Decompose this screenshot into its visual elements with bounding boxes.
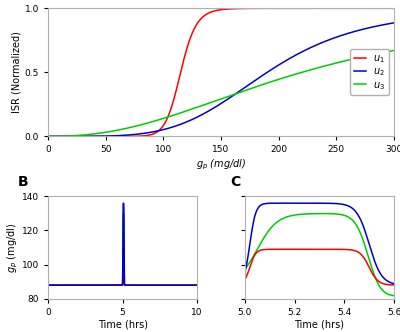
$u_2$ — [63, 134, 68, 138]
$u_2$ — [318, 41, 323, 45]
Line: $u_3$: $u_3$ — [48, 50, 394, 136]
$u_2$ — [381, 23, 386, 27]
$u_1$ — [46, 134, 50, 138]
$u_1$ — [382, 6, 386, 10]
$u_3$ — [318, 65, 323, 69]
$u_2$ — [392, 21, 396, 25]
Y-axis label: $g_p$ (mg/dl): $g_p$ (mg/dl) — [6, 222, 20, 273]
$u_1$ — [214, 9, 219, 13]
$u_1$ — [318, 6, 323, 10]
X-axis label: Time (hrs): Time (hrs) — [294, 320, 344, 330]
$u_2$ — [205, 110, 210, 114]
X-axis label: Time (hrs): Time (hrs) — [98, 320, 148, 330]
$u_2$ — [382, 23, 386, 27]
$u_3$ — [63, 134, 68, 138]
$u_3$ — [382, 50, 386, 54]
$u_1$ — [63, 134, 68, 138]
$u_2$ — [214, 105, 219, 109]
Text: A: A — [24, 0, 34, 3]
Line: $u_2$: $u_2$ — [48, 23, 394, 136]
Text: B: B — [18, 175, 29, 189]
$u_2$ — [46, 134, 50, 138]
$u_3$ — [205, 102, 210, 106]
$u_3$ — [381, 50, 386, 54]
$u_1$ — [381, 6, 386, 10]
X-axis label: $g_p$ (mg/dl): $g_p$ (mg/dl) — [196, 157, 246, 172]
$u_3$ — [392, 48, 396, 52]
Y-axis label: ISR (Normalized): ISR (Normalized) — [12, 32, 22, 113]
Line: $u_1$: $u_1$ — [48, 8, 394, 136]
$u_3$ — [214, 99, 219, 103]
Legend: $u_1$, $u_2$, $u_3$: $u_1$, $u_2$, $u_3$ — [350, 49, 389, 95]
Text: C: C — [230, 175, 240, 189]
$u_1$ — [392, 6, 396, 10]
$u_1$ — [205, 12, 210, 16]
$u_3$ — [46, 134, 50, 138]
